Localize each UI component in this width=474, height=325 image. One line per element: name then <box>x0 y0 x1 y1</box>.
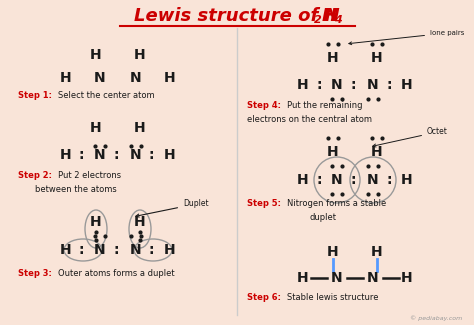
Text: Duplet: Duplet <box>136 200 209 217</box>
Text: Select the center atom: Select the center atom <box>58 92 155 100</box>
Text: H: H <box>297 78 309 92</box>
Text: :: : <box>386 173 392 187</box>
Text: electrons on the central atom: electrons on the central atom <box>247 114 372 124</box>
Text: H: H <box>90 48 102 62</box>
Text: Step 2:: Step 2: <box>18 172 52 180</box>
Text: duplet: duplet <box>310 213 337 222</box>
Text: N: N <box>94 71 106 85</box>
Text: H: H <box>134 215 146 229</box>
Text: :: : <box>78 243 84 257</box>
Text: Step 4:: Step 4: <box>247 101 281 111</box>
Text: H: H <box>60 243 72 257</box>
Text: :: : <box>78 148 84 162</box>
Text: Put 2 electrons: Put 2 electrons <box>58 172 121 180</box>
Text: 2: 2 <box>314 15 322 25</box>
Text: N: N <box>130 243 142 257</box>
Text: Stable lewis structure: Stable lewis structure <box>287 293 379 303</box>
Text: N: N <box>331 78 343 92</box>
Text: H: H <box>164 148 176 162</box>
Text: Octet: Octet <box>373 127 448 147</box>
Text: H: H <box>60 71 72 85</box>
Text: N: N <box>367 271 379 285</box>
Text: N: N <box>367 173 379 187</box>
Text: H: H <box>134 121 146 135</box>
Text: Step 1:: Step 1: <box>18 92 52 100</box>
Text: N: N <box>331 173 343 187</box>
Text: H: H <box>134 48 146 62</box>
Text: Outer atoms forms a duplet: Outer atoms forms a duplet <box>58 268 174 278</box>
Text: H: H <box>371 51 383 65</box>
Text: N: N <box>367 78 379 92</box>
Text: :: : <box>113 148 119 162</box>
Text: H: H <box>371 145 383 159</box>
Text: N: N <box>130 148 142 162</box>
Text: H: H <box>322 7 337 25</box>
Text: N: N <box>331 271 343 285</box>
Text: :: : <box>350 173 356 187</box>
Text: H: H <box>60 148 72 162</box>
Text: between the atoms: between the atoms <box>35 185 117 193</box>
Text: Step 5:: Step 5: <box>247 200 281 209</box>
Text: H: H <box>371 245 383 259</box>
Text: H: H <box>327 51 339 65</box>
Text: H: H <box>327 145 339 159</box>
Text: Lewis structure of N: Lewis structure of N <box>134 7 340 25</box>
Text: © pediabay.com: © pediabay.com <box>410 315 462 321</box>
Text: :: : <box>148 243 154 257</box>
Text: :: : <box>113 243 119 257</box>
Text: H: H <box>164 243 176 257</box>
Text: H: H <box>327 245 339 259</box>
Text: N: N <box>130 71 142 85</box>
Text: N: N <box>94 148 106 162</box>
Text: :: : <box>148 148 154 162</box>
Text: H: H <box>164 71 176 85</box>
Text: lone pairs: lone pairs <box>349 30 465 45</box>
Text: :: : <box>350 78 356 92</box>
Text: Nitrogen forms a stable: Nitrogen forms a stable <box>287 200 386 209</box>
Text: H: H <box>401 78 413 92</box>
Text: :: : <box>316 78 322 92</box>
Text: H: H <box>90 121 102 135</box>
Text: Step 3:: Step 3: <box>18 268 52 278</box>
Text: H: H <box>90 215 102 229</box>
Text: H: H <box>401 173 413 187</box>
Text: :: : <box>316 173 322 187</box>
Text: N: N <box>94 243 106 257</box>
Text: H: H <box>401 271 413 285</box>
Text: Step 6:: Step 6: <box>247 293 281 303</box>
Text: Put the remaining: Put the remaining <box>287 101 363 111</box>
Text: 4: 4 <box>334 15 342 25</box>
Text: :: : <box>386 78 392 92</box>
Text: H: H <box>297 173 309 187</box>
Text: H: H <box>297 271 309 285</box>
